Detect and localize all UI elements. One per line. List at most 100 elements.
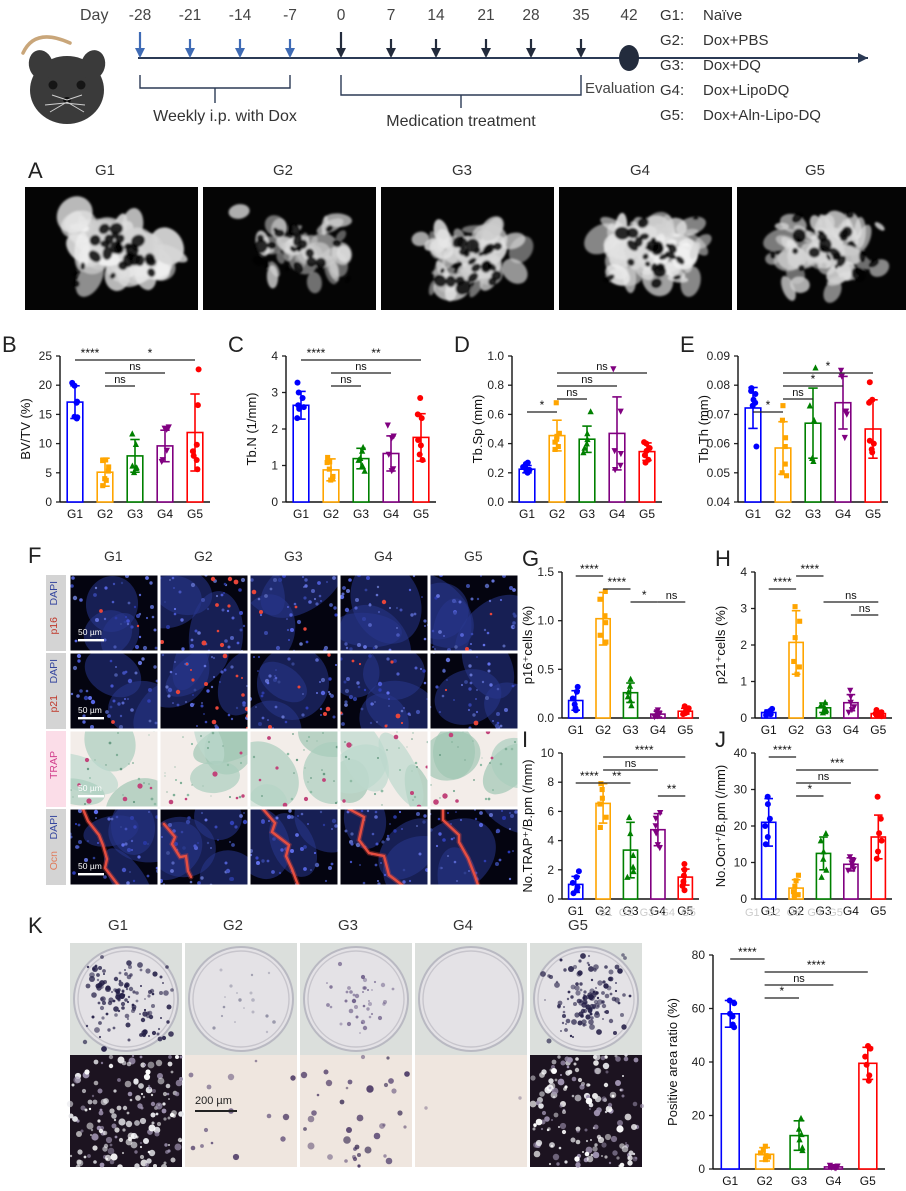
svg-text:8: 8 [547, 775, 554, 789]
svg-text:7: 7 [387, 7, 396, 24]
svg-text:0.08: 0.08 [707, 378, 731, 392]
svg-text:****: **** [307, 346, 326, 360]
svg-text:G1: G1 [722, 1174, 738, 1188]
svg-text:0: 0 [740, 892, 747, 906]
svg-text:20: 20 [39, 378, 53, 392]
svg-text:50 µm: 50 µm [78, 627, 102, 637]
svg-text:ns: ns [355, 361, 367, 373]
svg-text:0.4: 0.4 [487, 437, 504, 451]
svg-text:Dox+Aln-Lipo-DQ: Dox+Aln-Lipo-DQ [703, 107, 821, 124]
svg-text:****: **** [773, 743, 792, 757]
svg-text:0: 0 [547, 892, 554, 906]
svg-text:*: * [148, 346, 153, 360]
svg-text:0.8: 0.8 [487, 378, 504, 392]
svg-text:ns: ns [581, 374, 593, 386]
svg-text:0: 0 [337, 7, 346, 24]
svg-text:ns: ns [566, 387, 578, 399]
svg-text:ns: ns [818, 771, 830, 783]
svg-text:-21: -21 [179, 7, 201, 24]
svg-text:Medication treatment: Medication treatment [386, 113, 536, 130]
svg-text:4: 4 [271, 349, 278, 363]
svg-text:ns: ns [596, 361, 608, 373]
svg-text:0.5: 0.5 [537, 662, 554, 676]
svg-text:G1:: G1: [660, 7, 684, 24]
svg-text:ns: ns [793, 973, 805, 985]
svg-text:****: **** [800, 562, 819, 576]
svg-text:Positive area ratio (%): Positive area ratio (%) [665, 998, 680, 1126]
svg-text:p21⁺cells (%): p21⁺cells (%) [713, 606, 728, 684]
svg-text:28: 28 [522, 7, 539, 24]
svg-text:*: * [826, 359, 831, 373]
svg-text:Dox+LipoDQ: Dox+LipoDQ [703, 82, 789, 99]
svg-text:20: 20 [692, 1109, 706, 1123]
svg-text:3: 3 [740, 602, 747, 616]
svg-text:ns: ns [625, 758, 637, 770]
svg-text:*: * [811, 372, 816, 386]
svg-text:0: 0 [271, 495, 278, 509]
svg-text:G5: G5 [187, 507, 203, 521]
svg-text:30: 30 [734, 783, 748, 797]
svg-text:-14: -14 [229, 7, 252, 24]
svg-text:*: * [807, 782, 812, 796]
svg-text:ns: ns [114, 374, 126, 386]
svg-text:21: 21 [477, 7, 494, 24]
svg-text:**: ** [667, 782, 677, 796]
svg-text:10: 10 [734, 856, 748, 870]
svg-text:G3: G3 [791, 1174, 807, 1188]
svg-text:G3: G3 [353, 507, 369, 521]
svg-text:G4:: G4: [660, 82, 684, 99]
svg-text:G2: G2 [549, 507, 565, 521]
svg-text:G3: G3 [579, 507, 595, 521]
svg-text:****: **** [635, 743, 654, 757]
svg-text:Tb.Th (mm): Tb.Th (mm) [696, 395, 711, 463]
svg-text:50 µm: 50 µm [78, 783, 102, 793]
svg-text:*: * [642, 588, 647, 602]
svg-text:35: 35 [572, 7, 589, 24]
svg-text:4: 4 [547, 834, 554, 848]
svg-text:14: 14 [427, 7, 445, 24]
svg-text:G4: G4 [825, 1174, 841, 1188]
svg-text:No.Ocn⁺/B.pm (/mm): No.Ocn⁺/B.pm (/mm) [713, 765, 728, 887]
svg-text:****: **** [580, 769, 599, 783]
svg-text:50 µm: 50 µm [78, 861, 102, 871]
svg-text:ns: ns [792, 387, 804, 399]
svg-text:G3: G3 [127, 507, 143, 521]
svg-text:0.6: 0.6 [487, 407, 504, 421]
svg-text:G1: G1 [293, 507, 309, 521]
svg-text:G3: G3 [805, 507, 821, 521]
svg-text:G2: G2 [757, 1174, 773, 1188]
svg-text:G2: G2 [775, 507, 791, 521]
svg-text:G5: G5 [860, 1174, 876, 1188]
svg-text:0: 0 [45, 495, 52, 509]
svg-text:*: * [540, 398, 545, 412]
svg-text:ns: ns [340, 374, 352, 386]
svg-text:Evaluation: Evaluation [585, 80, 655, 97]
svg-text:1.5: 1.5 [537, 565, 554, 579]
svg-text:Tb.N (1/mm): Tb.N (1/mm) [244, 393, 259, 466]
svg-text:G5: G5 [413, 507, 429, 521]
svg-text:1.0: 1.0 [487, 349, 504, 363]
svg-text:Dox+DQ: Dox+DQ [703, 57, 761, 74]
svg-text:5: 5 [45, 466, 52, 480]
svg-text:10: 10 [541, 746, 555, 760]
svg-text:*: * [779, 984, 784, 998]
svg-text:G2: G2 [97, 507, 113, 521]
svg-text:0.09: 0.09 [707, 349, 731, 363]
svg-text:ns: ns [129, 361, 141, 373]
svg-text:2: 2 [547, 863, 554, 877]
svg-text:0.2: 0.2 [487, 466, 504, 480]
svg-text:1.0: 1.0 [537, 614, 554, 628]
svg-text:20: 20 [734, 819, 748, 833]
svg-text:****: **** [580, 562, 599, 576]
svg-text:1: 1 [740, 675, 747, 689]
svg-text:40: 40 [692, 1055, 706, 1069]
svg-text:10: 10 [39, 437, 53, 451]
svg-text:4: 4 [740, 565, 747, 579]
svg-text:42: 42 [620, 7, 637, 24]
svg-text:G4: G4 [609, 507, 625, 521]
svg-text:G1: G1 [745, 507, 761, 521]
svg-text:G2: G2 [323, 507, 339, 521]
svg-text:40: 40 [734, 746, 748, 760]
svg-text:Weekly i.p. with Dox: Weekly i.p. with Dox [153, 108, 297, 125]
svg-text:0.05: 0.05 [707, 466, 731, 480]
